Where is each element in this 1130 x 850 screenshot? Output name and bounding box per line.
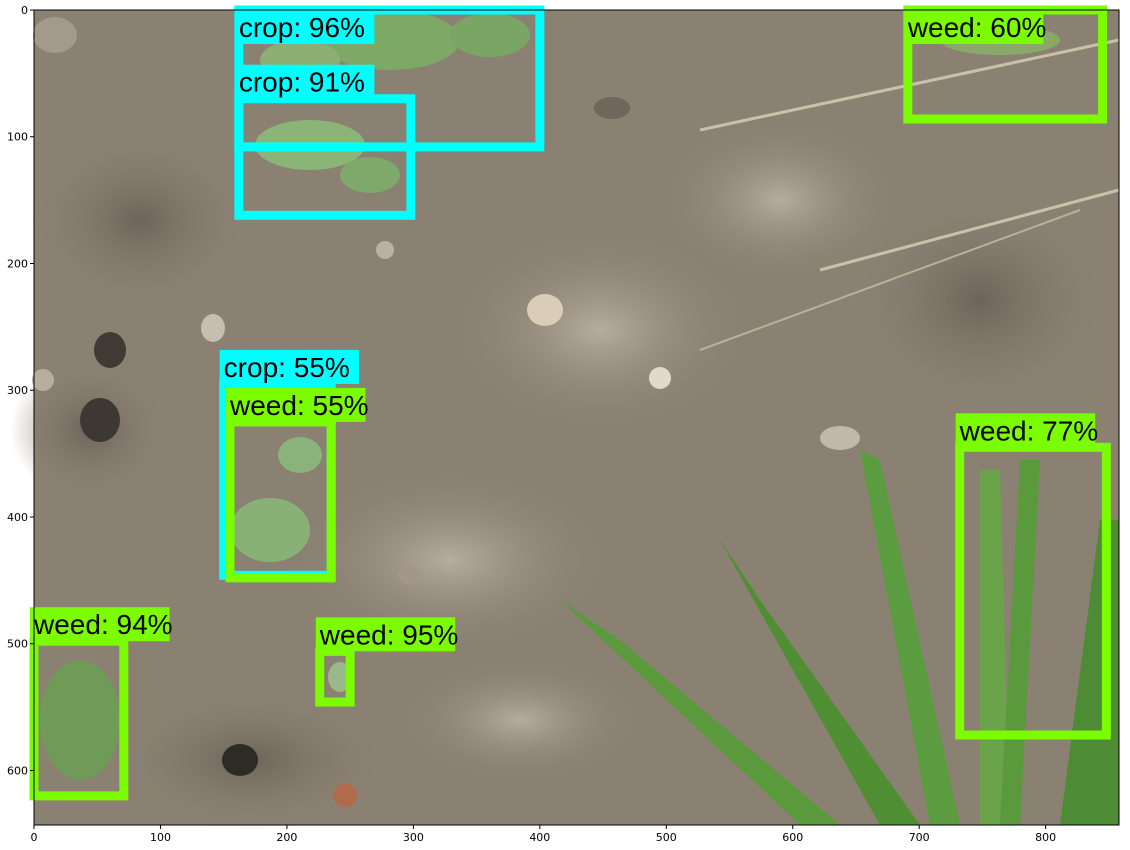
detection-label: crop: 96% <box>239 12 365 43</box>
label-background <box>234 64 375 99</box>
x-tick-label: 800 <box>1035 831 1056 844</box>
weed-detection: weed: 95% <box>315 617 459 707</box>
weed-detection: weed: 77% <box>955 413 1111 740</box>
x-tick-label: 700 <box>909 831 930 844</box>
detection-label: weed: 55% <box>229 390 369 421</box>
label-background <box>315 617 456 652</box>
label-background <box>30 607 170 642</box>
axes-frame <box>33 9 1120 826</box>
detection-label: weed: 95% <box>319 619 459 650</box>
detections-layer: crop: 96% crop: 91% crop: 55% weed: 55% weed… <box>29 5 1111 801</box>
y-tick-label: 500 <box>7 638 28 651</box>
detection-label: weed: 94% <box>33 609 173 640</box>
detection-label: crop: 55% <box>224 352 350 383</box>
y-tick-label: 200 <box>7 257 28 270</box>
weed-detection: weed: 94% <box>29 607 173 801</box>
label-background <box>219 349 360 384</box>
x-tick-label: 600 <box>782 831 803 844</box>
field-photo <box>10 10 1120 830</box>
detection-label: weed: 77% <box>959 415 1099 446</box>
x-tick-label: 200 <box>276 831 297 844</box>
x-tick-label: 300 <box>403 831 424 844</box>
y-tick-label: 300 <box>7 384 28 397</box>
axis-ticks: 0 100 200 300 400 500 600 700 800 0 100 200 300 400 50… <box>7 4 1056 844</box>
y-tick-label: 600 <box>7 764 28 777</box>
label-background <box>955 413 1096 448</box>
x-tick-label: 500 <box>656 831 677 844</box>
crop-detection: crop: 91% <box>234 64 416 220</box>
x-tick-label: 0 <box>31 831 38 844</box>
detection-label: weed: 60% <box>907 12 1047 43</box>
x-tick-label: 400 <box>529 831 550 844</box>
label-background <box>226 387 366 422</box>
label-background <box>234 10 375 44</box>
label-background <box>903 10 1044 44</box>
y-tick-label: 400 <box>7 511 28 524</box>
y-tick-label: 100 <box>7 131 28 144</box>
weed-detection: weed: 55% <box>225 387 369 583</box>
y-tick-label: 0 <box>21 4 28 17</box>
weed-detection: weed: 60% <box>903 5 1108 124</box>
detection-label: crop: 91% <box>239 67 365 98</box>
x-tick-label: 100 <box>150 831 171 844</box>
